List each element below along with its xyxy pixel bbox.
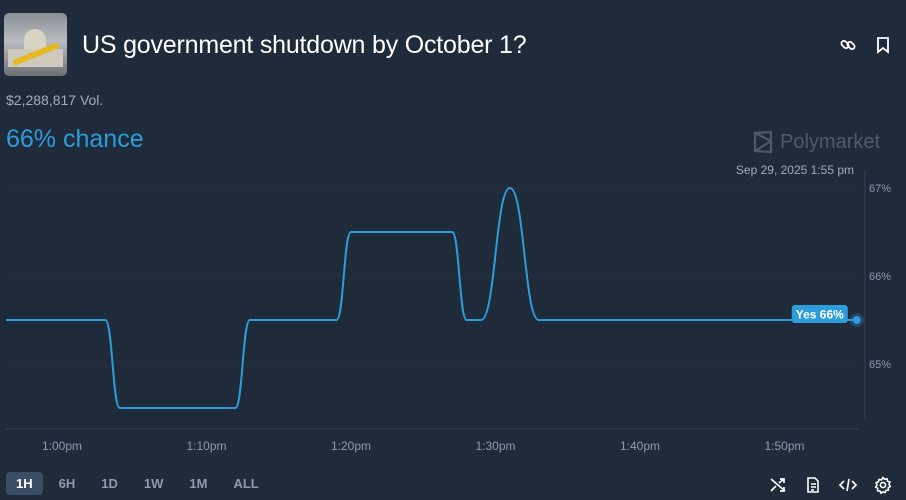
end-label-bg [791, 305, 848, 323]
bookmark-icon[interactable] [873, 35, 893, 55]
series-line-yes [5, 186, 857, 409]
chance: 66% chance [6, 125, 144, 153]
time-range-selector: 1H 6H 1D 1W 1M ALL [6, 472, 269, 495]
end-label: Yes 66% [796, 308, 844, 322]
x-tick-label: 1:40pm [620, 439, 660, 453]
hover-date: Sep 29, 2025 1:55 pm [735, 163, 854, 177]
y-tick-label: 66% [869, 271, 891, 283]
x-tick-label: 1:00pm [42, 439, 82, 453]
y-tick-label: 67% [869, 183, 891, 195]
code-icon[interactable] [838, 476, 858, 494]
range-1d[interactable]: 1D [101, 476, 118, 491]
polymarket-logo: Polymarket [752, 130, 880, 154]
x-tick-label: 1:30pm [475, 439, 515, 453]
price-chart[interactable]: 65% 66% 67% 1:00pm 1:10pm 1:20pm 1:30pm 1:40pm… [0, 0, 906, 470]
x-tick-label: 1:10pm [186, 439, 226, 453]
range-1w[interactable]: 1W [143, 476, 164, 491]
brand-name: Polymarket [780, 130, 881, 153]
market-title: US government shutdown by October 1? [82, 31, 527, 59]
range-1m[interactable]: 1M [189, 476, 208, 491]
settings-icon[interactable] [874, 476, 892, 495]
x-tick-label: 1:50pm [764, 439, 804, 453]
chart-tools [769, 476, 892, 495]
document-icon[interactable] [804, 476, 822, 494]
range-6h[interactable]: 6H [58, 476, 76, 491]
y-tick-label: 65% [869, 359, 891, 371]
link-icon[interactable] [838, 35, 858, 55]
shuffle-icon[interactable] [769, 476, 787, 494]
market-thumbnail [4, 13, 67, 76]
volume: $2,288,817 Vol. [6, 92, 104, 108]
range-all[interactable]: ALL [233, 476, 259, 491]
x-tick-label: 1:20pm [331, 439, 371, 453]
end-point[interactable] [852, 316, 861, 324]
range-1h[interactable]: 1H [6, 472, 43, 495]
